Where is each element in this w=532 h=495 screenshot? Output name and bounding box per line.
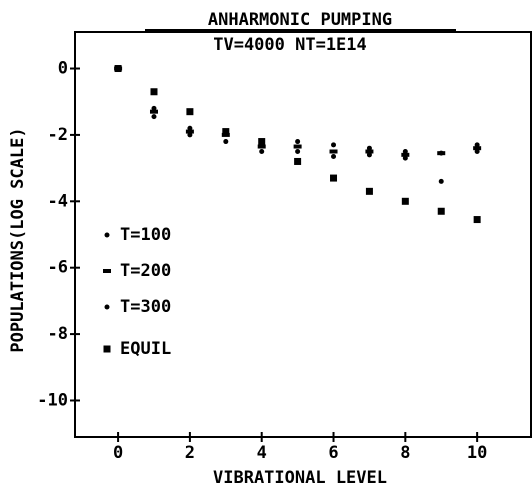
point [185, 129, 194, 134]
plot-frame [74, 31, 532, 438]
y-tick-label: -6 [48, 258, 68, 278]
y-tick-label: -8 [48, 324, 68, 344]
point [149, 109, 158, 114]
x-tick-label: 6 [328, 443, 338, 463]
y-axis-label: POPULATIONS(LOG SCALE) [8, 127, 28, 352]
x-tick-label: 8 [400, 443, 410, 463]
y-tick-label: -4 [48, 191, 68, 211]
point [257, 144, 266, 149]
point [295, 149, 301, 155]
point [437, 207, 445, 215]
point [187, 125, 193, 131]
x-tick-label: 10 [467, 443, 487, 463]
point [474, 149, 480, 155]
legend-marker [104, 232, 110, 238]
y-tick-label: -2 [48, 125, 68, 145]
point [366, 145, 372, 151]
point [258, 138, 266, 146]
x-tick-label: 2 [185, 443, 195, 463]
legend-marker [104, 304, 110, 310]
point [401, 197, 409, 205]
x-tick-label: 0 [113, 443, 123, 463]
point [295, 139, 301, 145]
chart-title: ANHARMONIC PUMPING [208, 10, 392, 30]
point [331, 142, 337, 148]
point [366, 152, 372, 158]
legend-label: T=100 [120, 225, 171, 245]
legend-marker [103, 269, 111, 273]
point [402, 155, 408, 161]
point [438, 150, 444, 156]
x-tick-label: 4 [257, 443, 267, 463]
point [329, 149, 338, 154]
point [151, 105, 157, 111]
point [438, 178, 444, 184]
point [365, 149, 374, 154]
legend-marker [103, 345, 111, 353]
chart-subtitle: TV=4000 NT=1E14 [213, 35, 367, 55]
point [331, 153, 337, 159]
point [293, 144, 302, 149]
point [473, 216, 481, 224]
point [114, 65, 122, 73]
y-tick-label: -10 [37, 390, 68, 410]
point [294, 157, 302, 165]
legend-label: T=200 [120, 261, 171, 281]
point [365, 187, 373, 195]
point [473, 146, 482, 151]
point [474, 142, 480, 148]
legend-label: EQUIL [120, 339, 171, 359]
point [402, 149, 408, 155]
point [259, 149, 265, 155]
point [187, 132, 193, 138]
point [222, 128, 230, 136]
point [150, 88, 158, 96]
x-axis-label: VIBRATIONAL LEVEL [213, 468, 387, 488]
point [401, 152, 410, 157]
point [151, 114, 157, 120]
point [186, 108, 194, 116]
legend-label: T=300 [120, 297, 171, 317]
point [330, 174, 338, 182]
y-tick-label: 0 [58, 59, 68, 79]
point [223, 139, 229, 145]
